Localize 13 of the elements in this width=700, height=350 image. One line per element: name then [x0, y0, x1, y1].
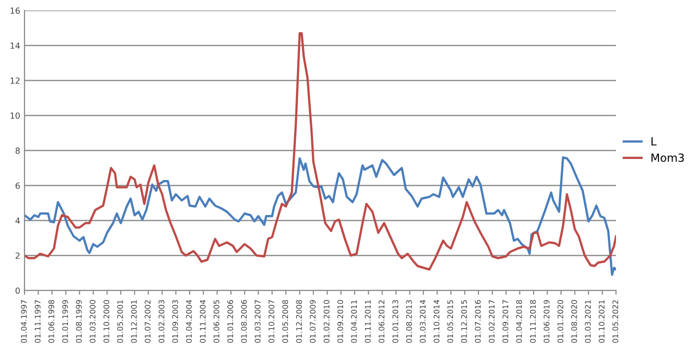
y-tick-label: 8 — [16, 147, 20, 154]
legend-label: L — [652, 137, 657, 146]
y-tick-label: 0 — [16, 287, 20, 294]
line-series — [24, 32, 616, 271]
y-tick-label: 16 — [10, 7, 20, 14]
y-tick-label: 6 — [16, 182, 20, 189]
y-tick-label: 14 — [10, 42, 20, 49]
y-tick-label: 2 — [16, 252, 20, 259]
y-tick-label: 4 — [15, 218, 20, 224]
y-tick-label: 12 — [10, 77, 20, 84]
line-series — [24, 156, 616, 276]
legend-label: Mom3 — [652, 153, 684, 162]
y-tick-label: 10 — [10, 112, 20, 119]
